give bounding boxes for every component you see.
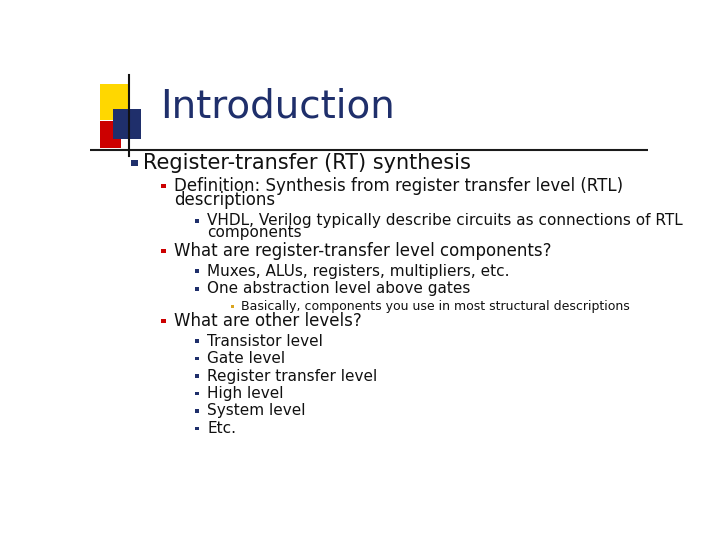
Bar bbox=[195, 219, 199, 222]
Text: System level: System level bbox=[207, 403, 306, 418]
Bar bbox=[161, 184, 166, 188]
Bar bbox=[195, 392, 199, 395]
Text: Etc.: Etc. bbox=[207, 421, 236, 436]
Bar bbox=[195, 357, 199, 360]
Bar bbox=[195, 287, 199, 291]
Text: VHDL, Verilog typically describe circuits as connections of RTL: VHDL, Verilog typically describe circuit… bbox=[207, 213, 683, 228]
Text: Muxes, ALUs, registers, multipliers, etc.: Muxes, ALUs, registers, multipliers, etc… bbox=[207, 264, 510, 279]
Bar bbox=[230, 305, 234, 308]
Text: High level: High level bbox=[207, 386, 284, 401]
Text: Definition: Synthesis from register transfer level (RTL): Definition: Synthesis from register tran… bbox=[174, 177, 623, 195]
Bar bbox=[161, 249, 166, 253]
Text: Register transfer level: Register transfer level bbox=[207, 368, 377, 383]
Bar bbox=[100, 84, 129, 120]
Text: What are other levels?: What are other levels? bbox=[174, 312, 361, 330]
Text: Register-transfer (RT) synthesis: Register-transfer (RT) synthesis bbox=[143, 153, 471, 173]
Bar bbox=[195, 427, 199, 430]
Bar bbox=[131, 160, 138, 166]
Bar bbox=[161, 319, 166, 323]
Bar bbox=[114, 109, 141, 139]
Text: descriptions: descriptions bbox=[174, 191, 275, 209]
Bar bbox=[195, 374, 199, 378]
Bar bbox=[195, 409, 199, 413]
Bar bbox=[100, 121, 121, 148]
Text: Introduction: Introduction bbox=[160, 87, 395, 125]
Bar bbox=[195, 339, 199, 343]
Text: Gate level: Gate level bbox=[207, 351, 285, 366]
Text: Transistor level: Transistor level bbox=[207, 334, 323, 349]
Text: components: components bbox=[207, 225, 302, 240]
Text: One abstraction level above gates: One abstraction level above gates bbox=[207, 281, 471, 296]
Bar bbox=[195, 269, 199, 273]
Text: What are register-transfer level components?: What are register-transfer level compone… bbox=[174, 242, 552, 260]
Text: Basically, components you use in most structural descriptions: Basically, components you use in most st… bbox=[240, 300, 629, 313]
